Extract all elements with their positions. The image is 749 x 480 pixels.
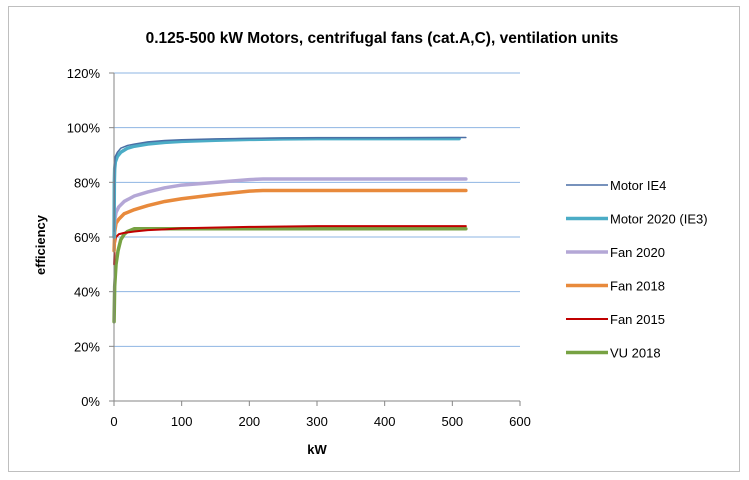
legend-label: Motor 2020 (IE3) (610, 212, 708, 227)
legend-label: Fan 2015 (610, 312, 665, 327)
y-tick-label: 0% (81, 394, 100, 409)
series-line-vu-2018 (112, 227, 468, 324)
x-tick-label: 300 (306, 414, 328, 429)
y-tick-label: 100% (67, 121, 101, 136)
chart-frame (8, 6, 740, 472)
y-tick-labels: 0% 20% 40% 60% 80% 100% 120% (67, 66, 101, 409)
x-tick-label: 400 (374, 414, 396, 429)
x-tick-label: 200 (238, 414, 260, 429)
series-line-fan-2020 (112, 177, 468, 239)
legend-label: VU 2018 (610, 346, 661, 361)
y-tick-label: 120% (67, 66, 101, 81)
x-tick-labels: 0 100 200 300 400 500 600 (110, 414, 530, 429)
chart-title: 0.125-500 kW Motors, centrifugal fans (c… (146, 30, 619, 47)
x-tick-label: 600 (509, 414, 531, 429)
series-lines (112, 136, 468, 324)
y-tick-label: 40% (74, 285, 100, 300)
axes (109, 72, 521, 406)
series-line-fan-2018 (112, 188, 468, 253)
legend: Motor IE4 Motor 2020 (IE3) Fan 2020 Fan 201… (566, 178, 708, 361)
legend-label: Motor IE4 (610, 178, 666, 193)
gridlines (114, 72, 520, 347)
y-tick-label: 60% (74, 230, 100, 245)
legend-label: Fan 2020 (610, 245, 665, 260)
y-tick-label: 20% (74, 339, 100, 354)
x-tick-label: 100 (171, 414, 193, 429)
y-tick-label: 80% (74, 175, 100, 190)
y-axis-label: efficiency (33, 214, 48, 275)
legend-label: Fan 2018 (610, 279, 665, 294)
x-axis-label: kW (307, 442, 327, 457)
series-line-fan-2015 (113, 225, 467, 266)
x-tick-label: 0 (110, 414, 117, 429)
series-line-motor-ie4 (113, 136, 467, 233)
x-tick-label: 500 (441, 414, 463, 429)
